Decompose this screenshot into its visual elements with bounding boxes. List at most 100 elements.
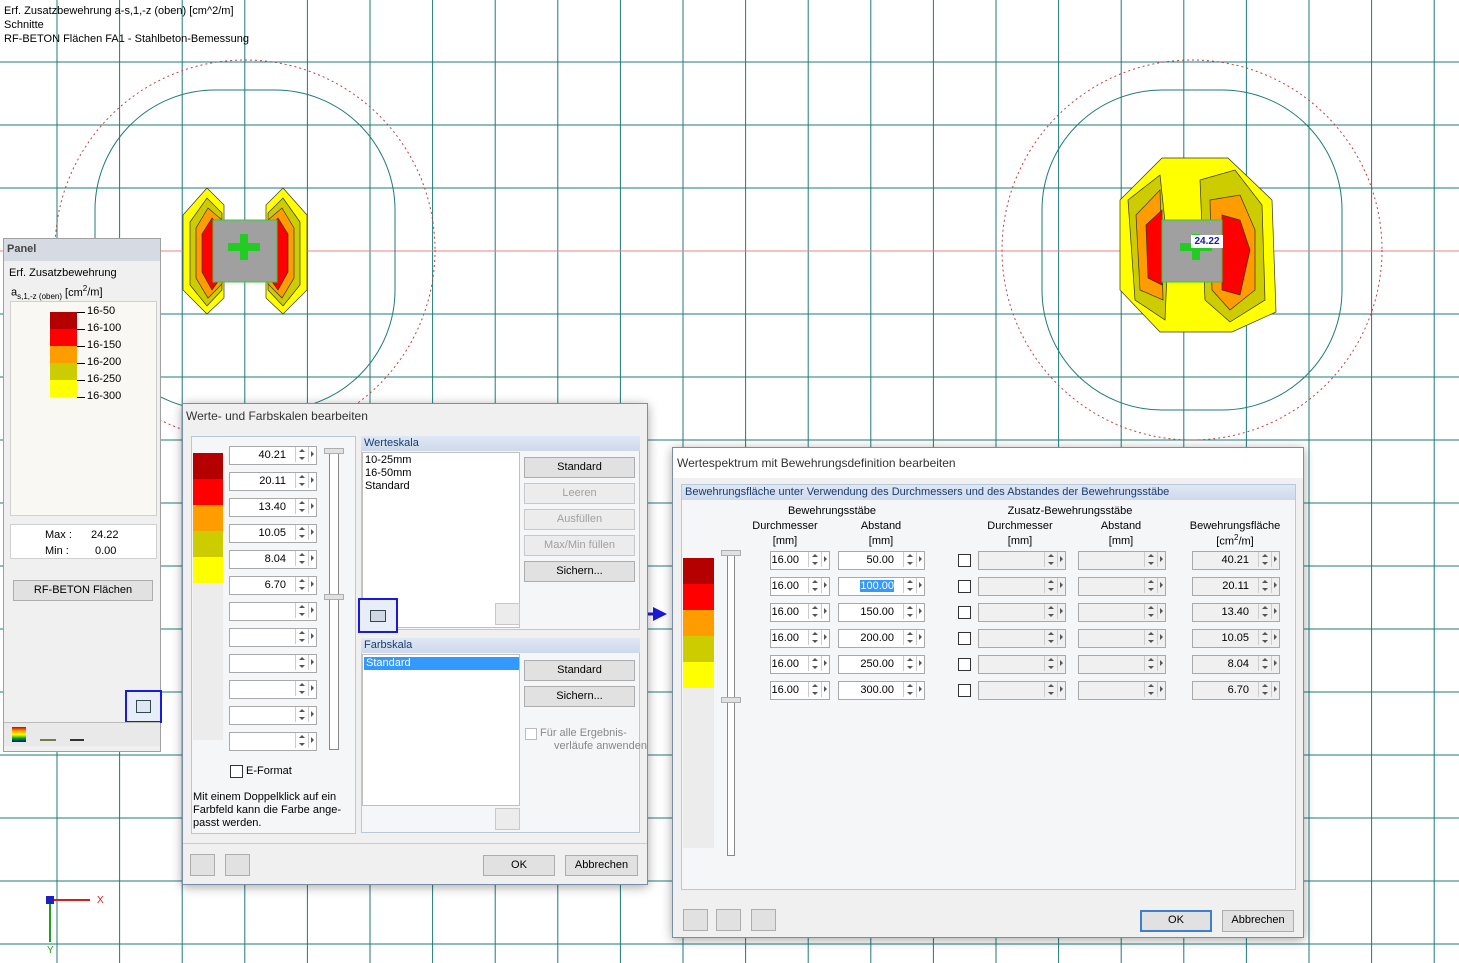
edit-button[interactable] bbox=[225, 854, 250, 876]
input-field[interactable]: 200.00 bbox=[838, 629, 925, 648]
input-field[interactable] bbox=[1078, 629, 1166, 648]
spinner[interactable] bbox=[903, 552, 915, 567]
spinner[interactable] bbox=[1258, 552, 1270, 567]
input-field[interactable] bbox=[978, 629, 1066, 648]
spinner[interactable] bbox=[295, 577, 307, 592]
spinner[interactable] bbox=[1044, 552, 1056, 567]
input-field[interactable]: 16.00 bbox=[770, 577, 830, 596]
arrow[interactable] bbox=[1157, 656, 1165, 671]
arrow[interactable] bbox=[308, 681, 316, 696]
spinner[interactable] bbox=[808, 630, 820, 645]
button[interactable]: Ausfüllen bbox=[524, 509, 635, 530]
spinner[interactable] bbox=[1258, 604, 1270, 619]
ok-button[interactable]: OK bbox=[483, 855, 555, 876]
checkbox[interactable] bbox=[958, 580, 971, 593]
arrow[interactable] bbox=[1271, 630, 1279, 645]
checkbox[interactable] bbox=[958, 658, 971, 671]
input-field[interactable] bbox=[978, 551, 1066, 570]
spinner[interactable] bbox=[295, 603, 307, 618]
delete-icon[interactable] bbox=[495, 808, 520, 830]
spinner[interactable] bbox=[903, 604, 915, 619]
input-field[interactable]: 100.00 bbox=[838, 577, 925, 596]
arrow[interactable] bbox=[308, 577, 316, 592]
input-field[interactable] bbox=[1078, 655, 1166, 674]
spinner[interactable] bbox=[1044, 682, 1056, 697]
spinner[interactable] bbox=[295, 655, 307, 670]
spinner[interactable] bbox=[808, 604, 820, 619]
arrow[interactable] bbox=[1271, 682, 1279, 697]
arrow[interactable] bbox=[916, 578, 924, 593]
input-field[interactable]: 16.00 bbox=[770, 603, 830, 622]
delete-icon[interactable] bbox=[495, 603, 520, 625]
spinner[interactable] bbox=[1258, 656, 1270, 671]
spinner[interactable] bbox=[295, 707, 307, 722]
slider-track[interactable] bbox=[727, 552, 735, 856]
spinner[interactable] bbox=[1044, 578, 1056, 593]
arrow[interactable] bbox=[308, 473, 316, 488]
input-field[interactable] bbox=[229, 680, 317, 699]
spinner[interactable] bbox=[903, 630, 915, 645]
input-field[interactable]: 13.40 bbox=[229, 498, 317, 517]
input-field[interactable]: 150.00 bbox=[838, 603, 925, 622]
arrow[interactable] bbox=[1157, 552, 1165, 567]
button[interactable]: Leeren bbox=[524, 483, 635, 504]
sort-button[interactable] bbox=[716, 909, 741, 931]
arrow[interactable] bbox=[1057, 552, 1065, 567]
arrow[interactable] bbox=[1157, 604, 1165, 619]
arrow[interactable] bbox=[308, 655, 316, 670]
spinner[interactable] bbox=[1144, 604, 1156, 619]
input-field[interactable]: 8.04 bbox=[1192, 655, 1280, 674]
checkbox[interactable] bbox=[958, 632, 971, 645]
arrow[interactable] bbox=[308, 447, 316, 462]
spinner[interactable] bbox=[1258, 630, 1270, 645]
arrow[interactable] bbox=[1157, 682, 1165, 697]
close-button[interactable] bbox=[629, 409, 639, 419]
panel-close[interactable] bbox=[152, 244, 160, 254]
delete-button[interactable] bbox=[751, 909, 776, 931]
list-item[interactable]: Standard bbox=[364, 657, 519, 670]
input-field[interactable]: 6.70 bbox=[229, 576, 317, 595]
spinner[interactable] bbox=[903, 656, 915, 671]
input-field[interactable]: 40.21 bbox=[229, 446, 317, 465]
input-field[interactable]: 16.00 bbox=[770, 629, 830, 648]
spinner[interactable] bbox=[1258, 682, 1270, 697]
spinner[interactable] bbox=[295, 551, 307, 566]
checkbox[interactable] bbox=[525, 728, 537, 740]
arrow[interactable] bbox=[916, 604, 924, 619]
arrow[interactable] bbox=[821, 682, 829, 697]
input-field[interactable] bbox=[978, 577, 1066, 596]
spinner[interactable] bbox=[1144, 552, 1156, 567]
slider-thumb[interactable] bbox=[721, 697, 741, 703]
arrow[interactable] bbox=[916, 630, 924, 645]
color-field[interactable] bbox=[193, 479, 223, 505]
spectrum-button[interactable] bbox=[358, 598, 398, 633]
input-field[interactable] bbox=[229, 732, 317, 751]
input-field[interactable]: 300.00 bbox=[838, 681, 925, 700]
color-field[interactable] bbox=[683, 584, 714, 610]
spinner[interactable] bbox=[903, 682, 915, 697]
arrow[interactable] bbox=[1271, 578, 1279, 593]
spinner[interactable] bbox=[295, 473, 307, 488]
input-field[interactable]: 16.00 bbox=[770, 551, 830, 570]
arrow[interactable] bbox=[821, 578, 829, 593]
checkbox[interactable] bbox=[958, 554, 971, 567]
arrow[interactable] bbox=[308, 499, 316, 514]
spinner[interactable] bbox=[295, 733, 307, 748]
input-field[interactable]: 20.11 bbox=[1192, 577, 1280, 596]
arrow[interactable] bbox=[1057, 682, 1065, 697]
color-field[interactable] bbox=[193, 531, 223, 557]
close-button[interactable] bbox=[1283, 456, 1295, 468]
input-field[interactable]: 50.00 bbox=[838, 551, 925, 570]
spinner[interactable] bbox=[1144, 578, 1156, 593]
color-field[interactable] bbox=[193, 453, 223, 479]
arrow[interactable] bbox=[1057, 630, 1065, 645]
tab-filter[interactable] bbox=[70, 728, 84, 741]
checkbox[interactable] bbox=[958, 606, 971, 619]
arrow[interactable] bbox=[308, 733, 316, 748]
input-field[interactable] bbox=[229, 706, 317, 725]
color-field[interactable] bbox=[683, 662, 714, 688]
color-field[interactable] bbox=[193, 557, 223, 583]
input-field[interactable]: 16.00 bbox=[770, 655, 830, 674]
arrow[interactable] bbox=[308, 603, 316, 618]
spinner[interactable] bbox=[808, 656, 820, 671]
